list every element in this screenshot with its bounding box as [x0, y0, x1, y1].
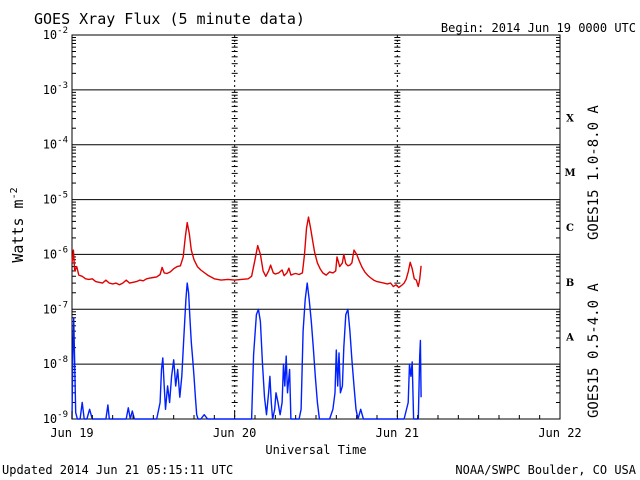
flare-class-b: B: [566, 278, 574, 289]
y-tick-label: 10-4: [43, 136, 68, 152]
begin-date: Begin: 2014 Jun 19 0000 UTC: [441, 21, 636, 35]
updated-timestamp: Updated 2014 Jun 21 05:15:11 UTC: [2, 463, 233, 477]
x-tick-label: Jun 19: [50, 426, 93, 440]
flare-class-m: M: [564, 168, 575, 179]
y-tick-label: 10-7: [43, 300, 68, 316]
x-tick-label: Jun 22: [538, 426, 581, 440]
flare-class-c: C: [566, 223, 574, 234]
plot-series: [71, 216, 422, 420]
series-line-short-channel: [71, 282, 422, 420]
y-tick-label: 10-5: [43, 191, 68, 207]
flare-class-x: X: [566, 113, 574, 124]
agency-credit: NOAA/SWPC Boulder, CO USA: [455, 463, 636, 477]
series-line-long-channel: [71, 216, 422, 289]
x-axis-ticks: Jun 19 Jun 20 Jun 21 Jun 22: [50, 411, 582, 440]
y-tick-label: 10-9: [43, 410, 68, 426]
flare-class-labels: A B C M X: [564, 113, 575, 343]
chart-grid: [71, 34, 561, 420]
flare-class-a: A: [565, 333, 574, 344]
y-tick-label: 10-8: [43, 355, 68, 371]
x-tick-label: Jun 20: [213, 426, 256, 440]
y-tick-label: 10-6: [43, 245, 68, 261]
x-tick-label: Jun 21: [376, 426, 419, 440]
plot-frame: [71, 34, 561, 420]
legend-short-channel: GOES15 0.5-4.0 A: [586, 283, 602, 418]
y-axis-label: Watts m-2: [9, 187, 27, 262]
y-axis-ticks: 10-9 10-8 10-7 10-6 10-5 10-4 10-3 10-2: [43, 26, 68, 426]
x-axis-label: Universal Time: [265, 443, 366, 457]
y-tick-label: 10-3: [43, 81, 68, 97]
chart-title: GOES Xray Flux (5 minute data): [34, 10, 305, 28]
y-tick-label: 10-2: [43, 26, 68, 42]
legend-long-channel: GOES15 1.0-8.0 A: [586, 105, 602, 240]
